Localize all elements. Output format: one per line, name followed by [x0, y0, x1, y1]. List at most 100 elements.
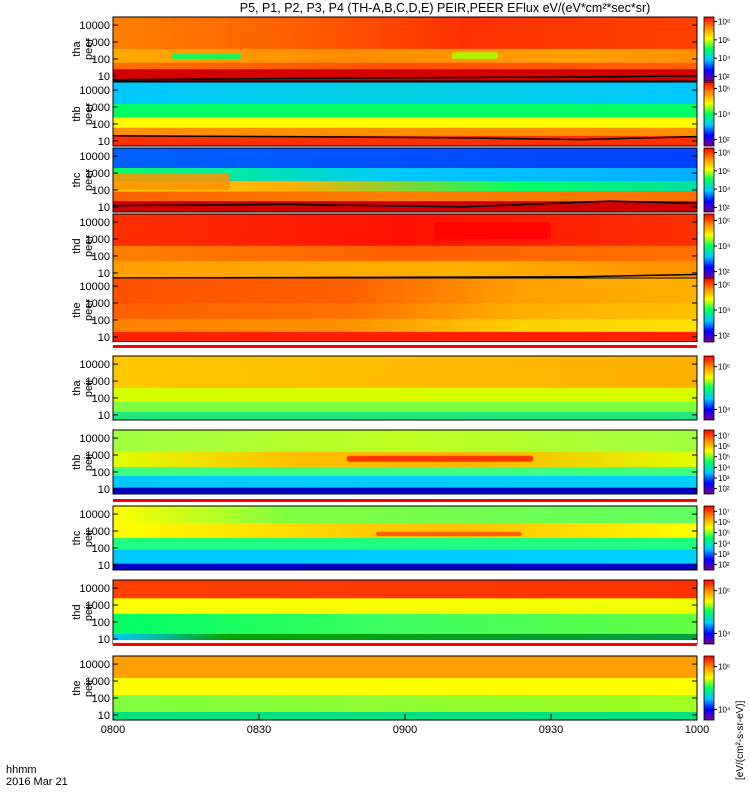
- colorbar-tick-label: 10⁴: [718, 405, 731, 414]
- energy-band: [113, 245, 697, 262]
- panel-image: [113, 506, 697, 570]
- colorbar-tick-label: 10⁵: [718, 453, 730, 462]
- spectral-feature: [346, 455, 534, 462]
- panel-image: [113, 148, 697, 212]
- spectrogram-panel-thb-peer: 10 100 1000 10000 thbpeer 10² 10⁴ 10⁶: [71, 81, 731, 148]
- panel-label-probe: thc: [71, 172, 83, 187]
- energy-band: [113, 678, 697, 695]
- panel-label-probe: the: [71, 680, 83, 695]
- energy-band: [113, 506, 697, 523]
- x-tick-label: 1000: [685, 724, 709, 736]
- energy-band: [113, 466, 697, 476]
- colorbar: [703, 277, 715, 343]
- panel-separator-stripe: [113, 345, 697, 348]
- colorbar-tick-label: 10²: [718, 136, 730, 145]
- colorbar-tick-label: 10²: [718, 268, 730, 277]
- energy-band: [113, 278, 697, 304]
- energy-band: [113, 598, 697, 614]
- x-tick-label: 0830: [247, 724, 271, 736]
- colorbar-tick-label: 10³: [718, 474, 730, 483]
- energy-band: [113, 694, 697, 712]
- energy-band: [113, 167, 697, 181]
- y-tick-label: 1000: [86, 526, 110, 538]
- y-tick-label: 1000: [86, 37, 110, 49]
- x-tick-label: 0900: [393, 724, 417, 736]
- panel-label-product: peer: [83, 169, 95, 191]
- energy-band: [113, 261, 697, 278]
- colorbar-tick-label: 10³: [718, 550, 730, 559]
- colorbar: [703, 16, 715, 82]
- spectral-feature: [375, 531, 522, 537]
- y-tick-label: 1000: [86, 168, 110, 180]
- colorbar-tick-label: 10⁴: [718, 629, 731, 638]
- colorbar: [703, 213, 715, 279]
- panel-label: thdpeir: [71, 602, 95, 621]
- colorbar-tick-label: 10⁷: [718, 507, 730, 516]
- panel-frame: [112, 505, 698, 571]
- colorbar-tick-label: 10⁶: [718, 36, 730, 45]
- colorbar-tick-label: 10⁴: [718, 463, 731, 472]
- energy-band: [113, 563, 697, 570]
- spectral-feature: [113, 173, 230, 190]
- spectral-feature: [451, 52, 499, 59]
- panel-label-product: peir: [83, 602, 95, 621]
- panels-group: 10100100010000thapeer10²10⁴10⁶10⁸1010010…: [71, 16, 731, 722]
- y-tick-label: 10000: [79, 433, 110, 445]
- colorbar-tick-label: 10⁶: [718, 84, 730, 93]
- panel-label-probe: the: [71, 302, 83, 317]
- spectrogram-panel-thc-peer: 10 100 1000 10000 thcpeer 10² 10⁴ 10⁶ 10⁸: [71, 147, 731, 214]
- energy-band: [113, 214, 697, 246]
- panel-frame: [112, 81, 698, 147]
- panel-frame: [112, 147, 698, 213]
- panel-label-product: peir: [83, 452, 95, 471]
- energy-band: [113, 522, 697, 538]
- energy-band: [113, 135, 697, 146]
- colorbar-tick-label: 10⁴: [718, 185, 731, 194]
- energy-band: [113, 82, 697, 105]
- panel-image: [113, 17, 697, 81]
- y-tick-label: 100: [92, 693, 110, 705]
- spectral-feature: [171, 53, 242, 59]
- energy-band: [113, 69, 697, 81]
- energy-band: [113, 303, 697, 319]
- colorbar: [703, 655, 715, 721]
- panel-separator-stripe: [113, 499, 697, 502]
- y-tick-label: 100: [92, 467, 110, 479]
- panel-image: [113, 430, 697, 494]
- colorbar-tick-label: 10⁵: [718, 529, 730, 538]
- y-tick-label: 10000: [79, 509, 110, 521]
- panel-label-product: peir: [83, 378, 95, 397]
- y-tick-label: 100: [92, 393, 110, 405]
- panel-separator: [113, 640, 697, 654]
- panel-image: [113, 656, 697, 720]
- y-tick-label: 10000: [79, 85, 110, 97]
- colorbar-tick-label: 10⁶: [718, 587, 730, 596]
- y-tick-label: 100: [92, 185, 110, 197]
- y-tick-label: 10: [98, 484, 110, 496]
- y-tick-label: 10000: [79, 359, 110, 371]
- colorbar-tick-label: 10⁶: [718, 167, 730, 176]
- panel-label: thapeer: [71, 38, 95, 60]
- panel-label-product: peer: [83, 103, 95, 125]
- panel-label-product: peir: [83, 528, 95, 547]
- colorbar-tick-label: 10²: [718, 72, 730, 81]
- energy-band: [113, 148, 697, 168]
- colorbar-tick-label: 10⁴: [718, 110, 731, 119]
- colorbar-tick-label: 10²: [718, 485, 730, 494]
- spacecraft-potential-line: [113, 135, 697, 141]
- panel-label: thepeer: [71, 299, 95, 321]
- x-tick-label: 0800: [101, 724, 125, 736]
- y-tick-label: 10: [98, 710, 110, 722]
- y-tick-label: 100: [92, 617, 110, 629]
- panel-frame: [112, 16, 698, 82]
- y-tick-label: 1000: [86, 676, 110, 688]
- colorbar-tick-label: 10⁶: [718, 363, 730, 372]
- colorbar-tick-label: 10⁴: [718, 242, 731, 251]
- energy-band: [113, 580, 697, 599]
- colorbar: [703, 81, 715, 147]
- energy-band: [113, 127, 697, 136]
- colorbar: [703, 429, 715, 495]
- y-tick-label: 10000: [79, 583, 110, 595]
- spacecraft-potential-line: [113, 200, 697, 208]
